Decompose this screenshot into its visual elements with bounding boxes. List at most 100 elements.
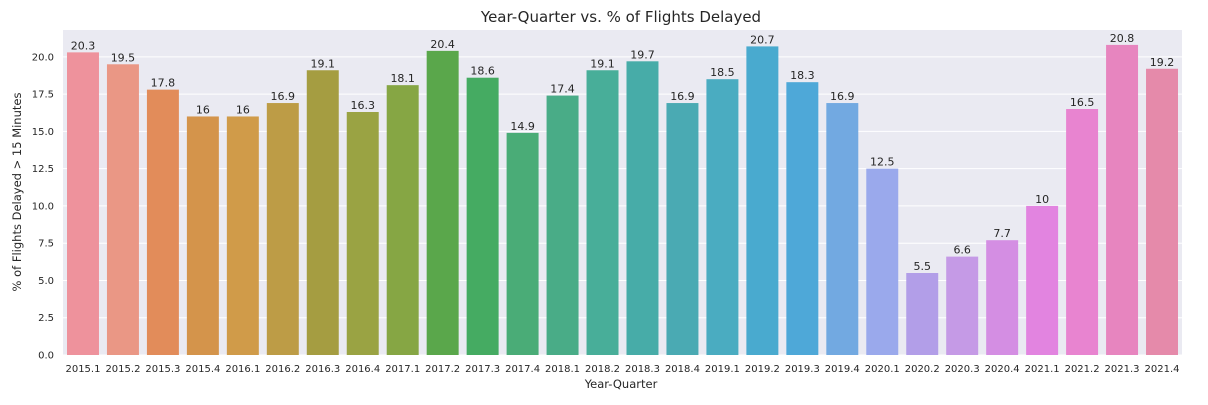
bar [146, 89, 179, 355]
bar [666, 103, 699, 355]
bar [946, 256, 979, 355]
bar [866, 168, 899, 355]
bar [746, 46, 779, 356]
bar-value-label: 18.5 [710, 66, 735, 79]
y-tick-label: 20.0 [32, 52, 54, 63]
bars [66, 44, 1179, 356]
y-tick-label: 2.5 [38, 313, 54, 324]
bar-value-label: 18.6 [470, 65, 495, 78]
y-tick-label: 12.5 [32, 164, 54, 175]
x-tick-label: 2021.2 [1065, 364, 1100, 375]
x-tick-label: 2015.2 [105, 364, 140, 375]
bar [466, 77, 499, 355]
bar-value-label: 18.3 [790, 69, 815, 82]
bar-value-label: 19.1 [590, 57, 615, 70]
y-axis-label: % of Flights Delayed > 15 Minutes [10, 93, 24, 292]
x-tick-label: 2017.4 [505, 364, 540, 375]
bar [1026, 205, 1059, 355]
bar-value-label: 16 [236, 103, 250, 116]
bar-value-label: 10 [1035, 193, 1049, 206]
bar [586, 70, 619, 356]
x-tick-label: 2015.3 [145, 364, 180, 375]
x-tick-label: 2018.2 [585, 364, 620, 375]
x-tick-label: 2018.1 [545, 364, 580, 375]
x-tick-label: 2019.2 [745, 364, 780, 375]
x-tick-label: 2015.1 [65, 364, 100, 375]
bar-value-label: 16.5 [1070, 96, 1095, 109]
bar-value-label: 20.7 [750, 33, 775, 46]
x-tick-label: 2020.3 [945, 364, 980, 375]
x-tick-label: 2016.2 [265, 364, 300, 375]
bar-value-label: 14.9 [510, 120, 535, 133]
bar-value-label: 20.4 [430, 38, 455, 51]
bar [906, 273, 939, 355]
bar-value-label: 19.1 [311, 57, 336, 70]
bar-value-label: 16.9 [271, 90, 296, 103]
x-tick-label: 2015.4 [185, 364, 220, 375]
x-tick-label: 2020.2 [905, 364, 940, 375]
x-axis-label: Year-Quarter [584, 377, 658, 391]
bar-value-label: 17.4 [550, 83, 575, 96]
bar-value-label: 20.8 [1110, 32, 1135, 45]
x-tick-label: 2019.3 [785, 364, 820, 375]
bar [386, 85, 419, 355]
x-tick-label: 2020.1 [865, 364, 900, 375]
y-tick-label: 5.0 [38, 276, 54, 287]
bar-value-label: 5.5 [913, 260, 931, 273]
x-tick-label: 2017.1 [385, 364, 420, 375]
bar [66, 52, 99, 355]
bar-value-label: 16.9 [670, 90, 695, 103]
bar [986, 240, 1019, 355]
bar [346, 111, 379, 355]
x-tick-label: 2016.1 [225, 364, 260, 375]
y-tick-label: 10.0 [32, 201, 54, 212]
bar-value-label: 19.2 [1150, 56, 1175, 69]
bar [706, 79, 739, 355]
bar-value-label: 19.5 [111, 51, 136, 64]
bar [186, 116, 219, 355]
bar-value-label: 16.3 [350, 99, 375, 112]
bar-value-label: 20.3 [71, 39, 96, 52]
x-tick-label: 2021.4 [1145, 364, 1180, 375]
x-tick-label: 2019.1 [705, 364, 740, 375]
x-tick-label: 2018.4 [665, 364, 700, 375]
x-tick-label: 2019.4 [825, 364, 860, 375]
bar [786, 82, 819, 356]
bar [506, 132, 539, 355]
bar [226, 116, 259, 355]
y-tick-label: 0.0 [38, 351, 54, 362]
bar-value-label: 19.7 [630, 48, 655, 61]
bar [626, 61, 659, 355]
bar-value-label: 17.8 [151, 77, 176, 90]
bar [266, 103, 299, 355]
bar [1106, 44, 1139, 355]
x-axis-ticks: 2015.1 2015.2 2015.3 2015.4 2016.1 2016.2 2016… [65, 364, 1179, 375]
y-tick-label: 17.5 [32, 90, 54, 101]
bar [1066, 109, 1099, 355]
chart-title: Year-Quarter vs. % of Flights Delayed [480, 8, 761, 26]
x-tick-label: 2016.4 [345, 364, 380, 375]
bar [306, 70, 339, 356]
x-tick-label: 2017.3 [465, 364, 500, 375]
x-tick-label: 2018.3 [625, 364, 660, 375]
x-tick-label: 2017.2 [425, 364, 460, 375]
bar [426, 50, 459, 356]
bar-value-label: 7.7 [993, 227, 1011, 240]
x-tick-label: 2021.1 [1025, 364, 1060, 375]
y-tick-label: 7.5 [38, 239, 54, 250]
bar [546, 95, 579, 356]
bar-value-label: 16.9 [830, 90, 855, 103]
bar-value-label: 6.6 [953, 244, 971, 257]
bar-value-label: 18.1 [390, 72, 415, 85]
bar [106, 64, 139, 355]
y-axis-ticks: 0.0 2.5 5.0 7.5 10.0 12.5 15.0 17.5 20.0 [32, 52, 54, 361]
bar-value-label: 12.5 [870, 156, 895, 169]
x-tick-label: 2020.4 [985, 364, 1020, 375]
bar-value-label: 16 [196, 103, 210, 116]
y-tick-label: 15.0 [32, 127, 54, 138]
bar [1146, 68, 1179, 355]
x-tick-label: 2016.3 [305, 364, 340, 375]
x-tick-label: 2021.3 [1105, 364, 1140, 375]
data-labels: 20.3 19.5 17.8 16 16 16.9 19.1 16.3 18.1 20.4 18.6… [71, 32, 1175, 273]
